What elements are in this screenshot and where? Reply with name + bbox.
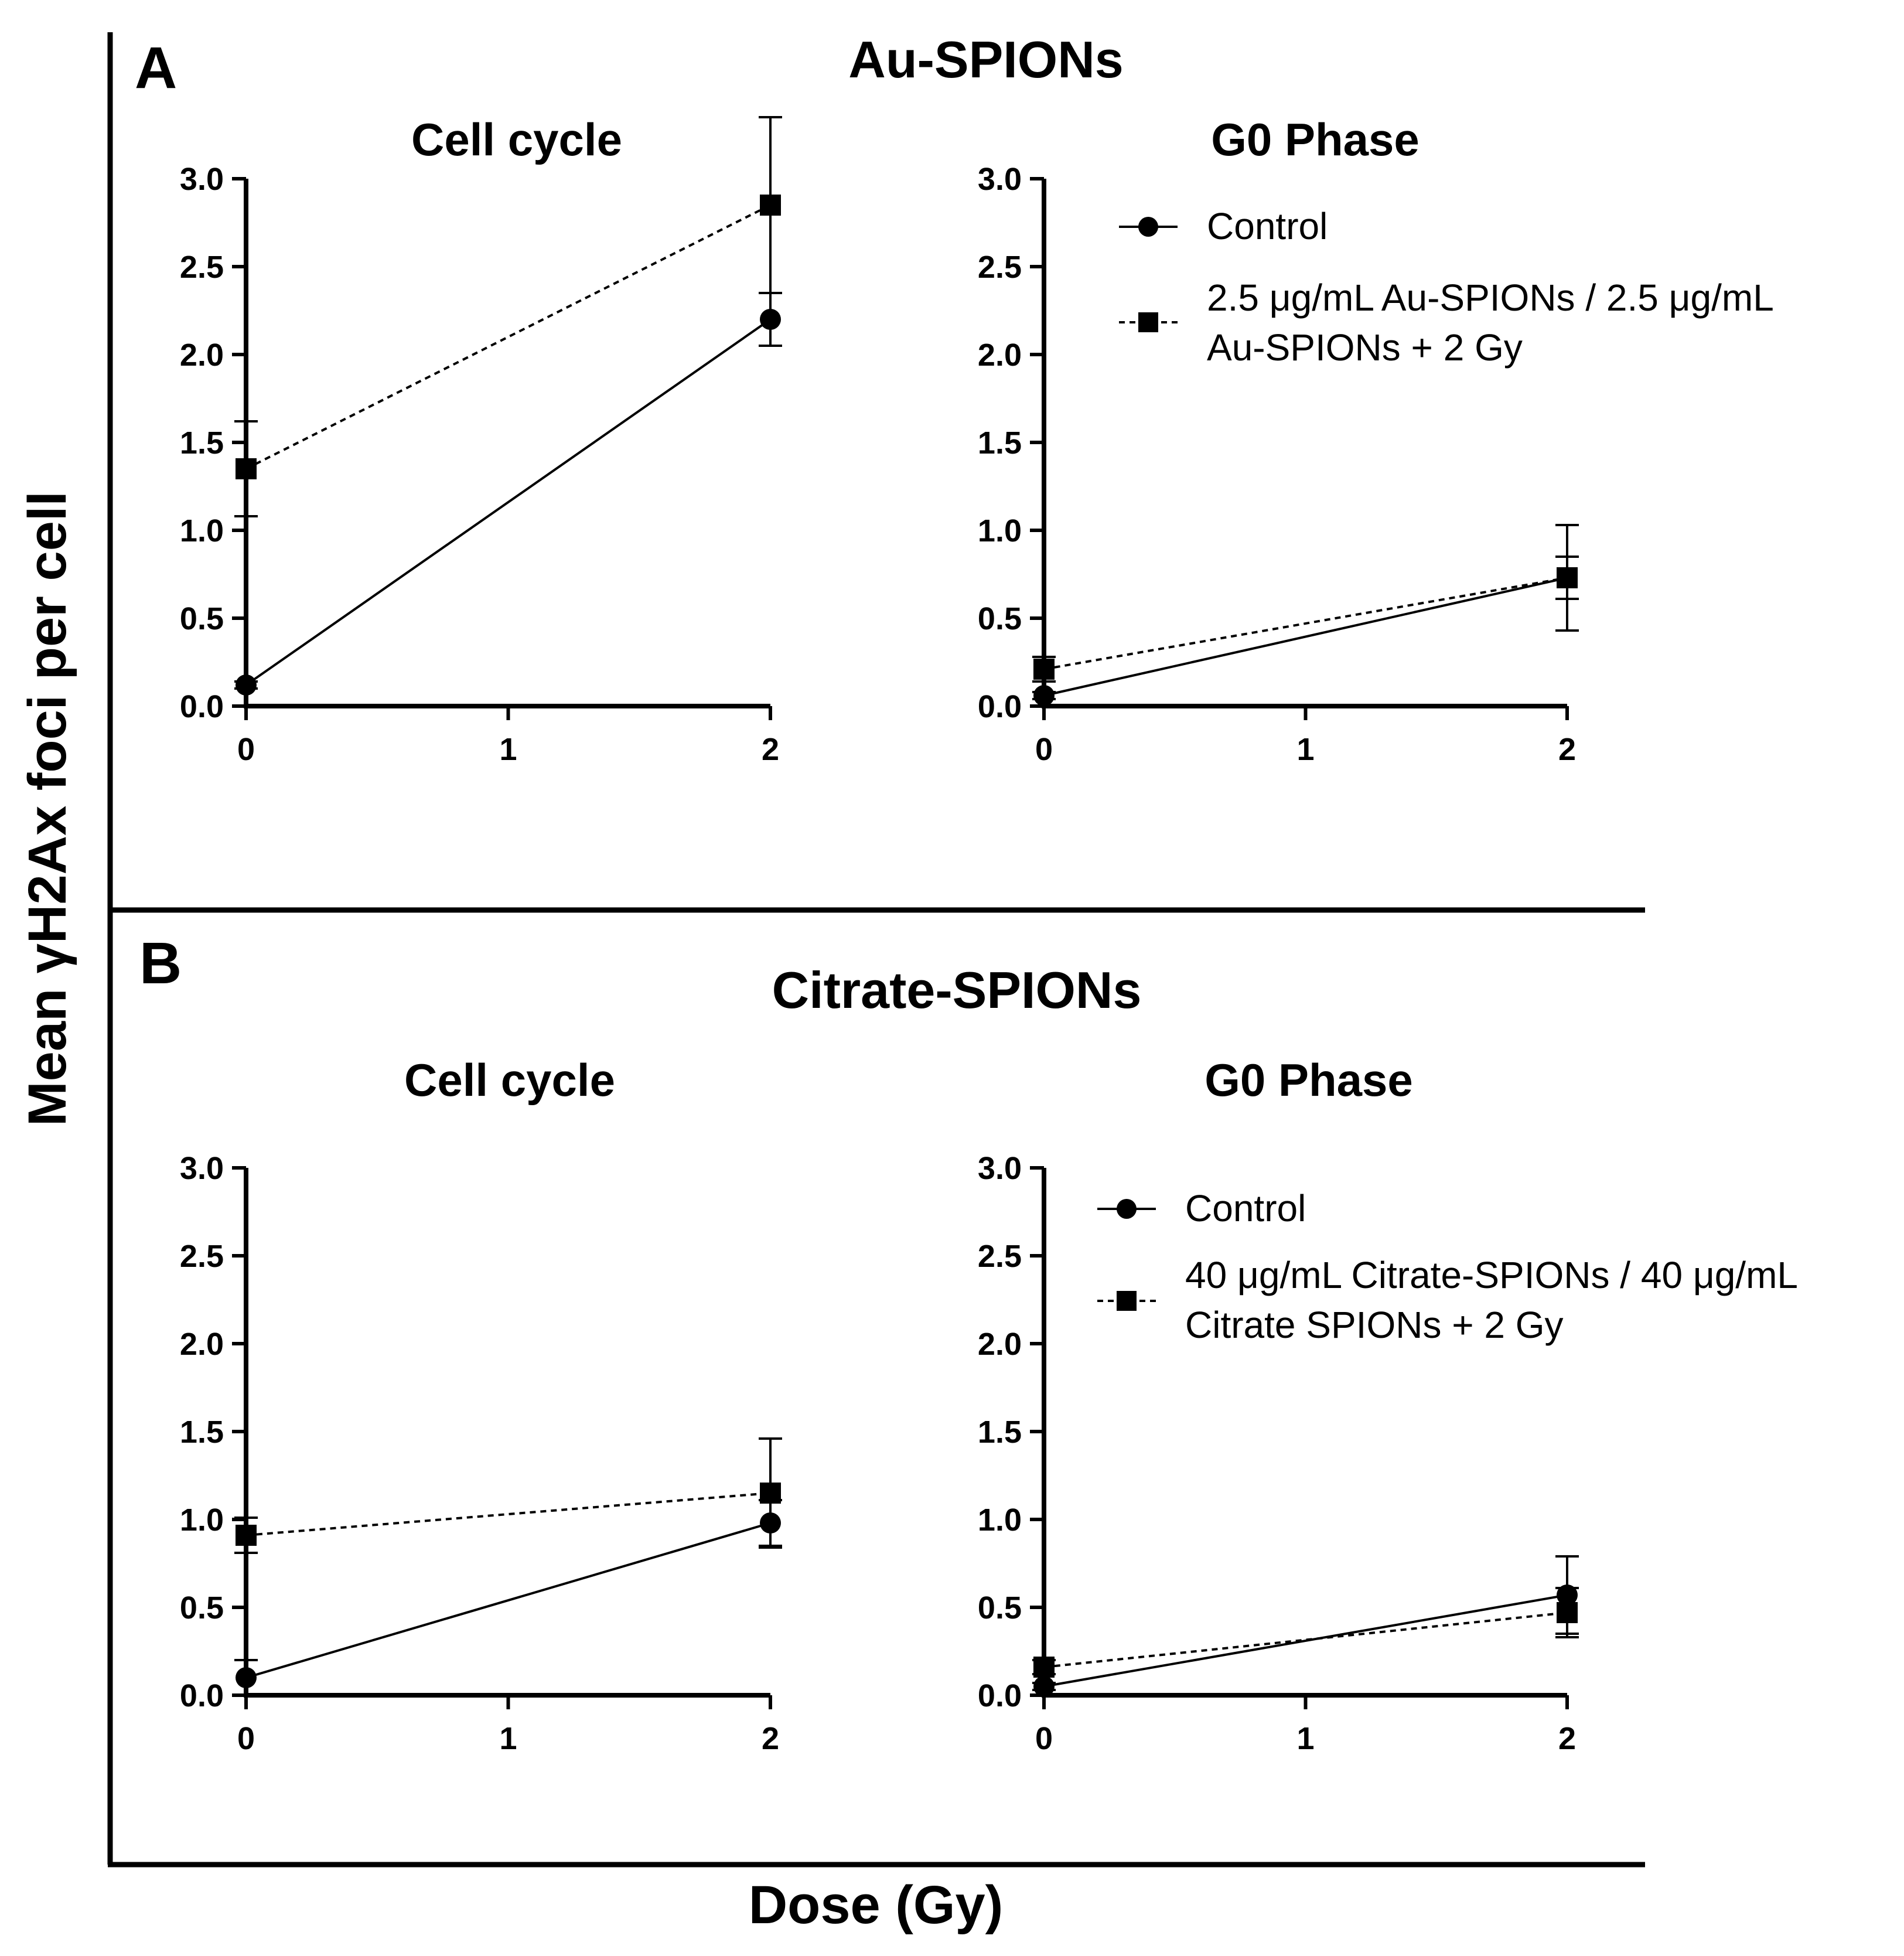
legend-treated-marker xyxy=(1117,1291,1137,1311)
data-point-treated xyxy=(236,458,257,479)
section-a-letter: A xyxy=(135,35,177,101)
y-tick-label: 0.0 xyxy=(180,1678,224,1713)
panel-title: Cell cycle xyxy=(411,114,622,165)
panel-b-cell-cycle: Cell cycle 0.0 0.5 1.0 1.5 2.0 2.5 3.0 0 1 2 xyxy=(180,1054,782,1756)
panel-title: G0 Phase xyxy=(1211,114,1420,165)
y-tick-label: 1.5 xyxy=(180,425,224,461)
y-tick-label: 1.5 xyxy=(180,1415,224,1450)
panel-a-cell-cycle: Cell cycle 0.0 0.5 1.0 1.5 2.0 2.5 3.0 0 1 2 xyxy=(180,114,782,767)
data-point-treated xyxy=(236,1525,257,1546)
y-tick-label: 3.0 xyxy=(978,162,1022,197)
y-tick-label: 3.0 xyxy=(180,162,224,197)
x-axis-label: Dose (Gy) xyxy=(749,1875,1004,1935)
y-tick-label: 0.5 xyxy=(180,601,224,636)
x-tick-label: 1 xyxy=(499,1721,517,1756)
y-tick-label: 2.5 xyxy=(180,250,224,285)
y-tick-label: 0.5 xyxy=(978,601,1022,636)
legend-treated-marker xyxy=(1138,312,1158,332)
data-point-treated xyxy=(1557,567,1578,588)
y-tick-label: 2.0 xyxy=(978,338,1022,373)
x-tick-label: 0 xyxy=(1035,732,1053,767)
y-tick-label: 2.5 xyxy=(978,1239,1022,1274)
x-tick-label: 0 xyxy=(1035,1721,1053,1756)
series-line-treated xyxy=(1043,1611,1568,1668)
legend-control-marker xyxy=(1117,1199,1137,1219)
y-tick-label: 0.5 xyxy=(180,1590,224,1626)
y-tick-label: 0.0 xyxy=(978,1678,1022,1713)
y-tick-label: 1.0 xyxy=(180,1502,224,1538)
y-tick-label: 3.0 xyxy=(978,1151,1022,1186)
data-point-treated xyxy=(760,1483,781,1504)
y-tick-label: 0.0 xyxy=(180,689,224,724)
data-point-control xyxy=(236,674,257,696)
y-tick-label: 1.5 xyxy=(978,1415,1022,1450)
y-tick-label: 0.5 xyxy=(978,1590,1022,1626)
data-point-treated xyxy=(1557,1602,1578,1623)
y-tick-label: 1.5 xyxy=(978,425,1022,461)
x-tick-label: 2 xyxy=(762,732,779,767)
legend-treated-label-line2: Citrate SPIONs + 2 Gy xyxy=(1185,1304,1564,1346)
legend-treated-label-line2: Au-SPIONs + 2 Gy xyxy=(1207,326,1523,369)
legend-treated-label-line1: 2.5 μg/mL Au-SPIONs / 2.5 μg/mL xyxy=(1207,277,1774,319)
x-tick-label: 1 xyxy=(1296,1721,1314,1756)
x-tick-label: 0 xyxy=(237,1721,255,1756)
data-point-control xyxy=(1033,1676,1055,1697)
data-point-control xyxy=(1033,685,1055,706)
y-tick-label: 0.0 xyxy=(978,689,1022,724)
series-line-control xyxy=(1043,1594,1568,1688)
y-tick-label: 2.0 xyxy=(978,1327,1022,1362)
data-point-control xyxy=(236,1667,257,1688)
panel-title: G0 Phase xyxy=(1204,1054,1413,1106)
y-tick-label: 2.0 xyxy=(180,338,224,373)
series-line-control xyxy=(245,1522,771,1679)
data-point-treated xyxy=(760,195,781,216)
y-axis-label: Mean γH2Ax foci per cell xyxy=(18,491,77,1126)
panel-title: Cell cycle xyxy=(404,1054,615,1106)
legend-a: Control 2.5 μg/mL Au-SPIONs / 2.5 μg/mL … xyxy=(1119,205,1774,369)
panel-b-g0-phase: G0 Phase 0.0 0.5 1.0 1.5 2.0 2.5 3.0 0 1 2 xyxy=(978,1054,1579,1756)
data-point-control xyxy=(760,309,781,330)
data-point-treated xyxy=(1033,659,1055,680)
x-tick-label: 1 xyxy=(499,732,517,767)
y-tick-label: 1.0 xyxy=(978,1502,1022,1538)
y-tick-label: 1.0 xyxy=(978,513,1022,548)
series-line-treated xyxy=(1043,577,1568,670)
series-line-treated xyxy=(245,204,771,470)
y-tick-label: 2.5 xyxy=(180,1239,224,1274)
x-tick-label: 2 xyxy=(762,1721,779,1756)
legend-b: Control 40 μg/mL Citrate-SPIONs / 40 μg/… xyxy=(1097,1187,1798,1346)
y-tick-label: 2.5 xyxy=(978,250,1022,285)
series-line-control xyxy=(245,318,772,686)
series-line-control xyxy=(1043,577,1568,697)
y-tick-label: 1.0 xyxy=(180,513,224,548)
x-tick-label: 2 xyxy=(1558,732,1576,767)
x-tick-label: 0 xyxy=(237,732,255,767)
legend-control-label: Control xyxy=(1185,1187,1306,1229)
legend-control-marker xyxy=(1138,217,1158,237)
legend-control-label: Control xyxy=(1207,205,1328,247)
y-tick-label: 2.0 xyxy=(180,1327,224,1362)
data-point-treated xyxy=(1033,1657,1055,1678)
y-tick-label: 3.0 xyxy=(180,1151,224,1186)
section-a-title: Au-SPIONs xyxy=(848,30,1123,88)
section-b-letter: B xyxy=(139,931,182,996)
legend-treated-label-line1: 40 μg/mL Citrate-SPIONs / 40 μg/mL xyxy=(1185,1254,1798,1296)
x-tick-label: 1 xyxy=(1296,732,1314,767)
series-line-treated xyxy=(245,1492,771,1536)
panel-a-g0-phase: G0 Phase 0.0 0.5 1.0 1.5 2.0 2.5 3.0 0 1 2 xyxy=(978,114,1579,767)
section-b-title: Citrate-SPIONs xyxy=(772,961,1142,1019)
x-tick-label: 2 xyxy=(1558,1721,1576,1756)
